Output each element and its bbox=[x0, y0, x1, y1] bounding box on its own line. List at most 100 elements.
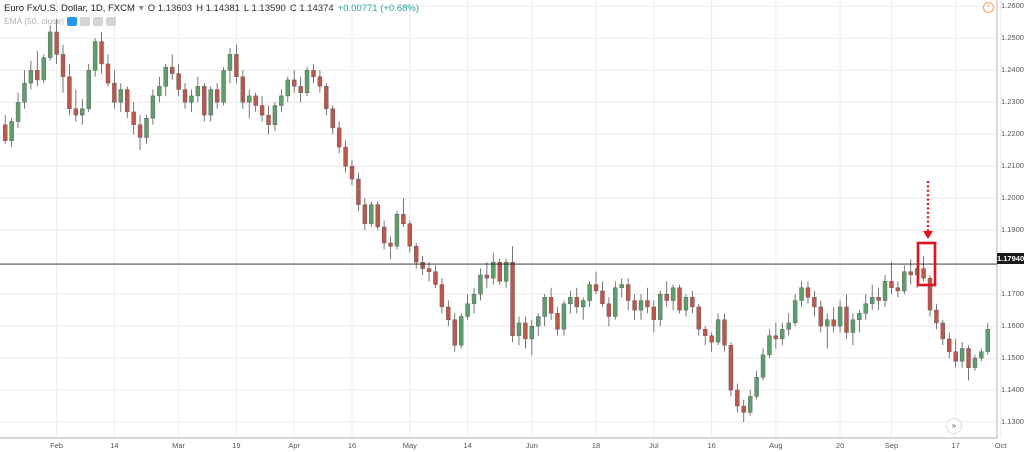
candle-down bbox=[895, 287, 901, 292]
candle-down bbox=[510, 261, 515, 336]
price-tick-label: 1.19000 bbox=[1001, 225, 1024, 235]
candle-up bbox=[163, 66, 168, 87]
candle-down bbox=[73, 108, 79, 116]
candle-up bbox=[15, 102, 21, 122]
current-price-tag: 1.17940 bbox=[997, 253, 1024, 264]
eye-icon[interactable] bbox=[67, 16, 77, 26]
candle-down bbox=[728, 345, 734, 391]
time-tick-label: 17 bbox=[951, 441, 960, 450]
candle-up bbox=[227, 54, 233, 71]
candle-down bbox=[593, 284, 599, 292]
candle-down bbox=[240, 76, 246, 103]
candle-up bbox=[902, 271, 907, 292]
candle-down bbox=[709, 335, 714, 343]
candle-up bbox=[221, 70, 226, 103]
candle-down bbox=[407, 223, 412, 247]
ohlc-close: C 1.14374 bbox=[289, 3, 334, 14]
candle-up bbox=[92, 41, 98, 71]
candle-down bbox=[625, 284, 631, 301]
candle-up bbox=[613, 287, 618, 317]
candle-up bbox=[9, 121, 14, 141]
candle-up bbox=[670, 287, 676, 301]
candle-down bbox=[105, 63, 111, 84]
candle-down bbox=[60, 54, 66, 77]
chart-grid bbox=[0, 0, 1002, 438]
ohlc-open: O 1.13603 bbox=[147, 3, 193, 14]
settings-icon[interactable] bbox=[80, 16, 90, 26]
candle-down bbox=[343, 146, 348, 167]
candle-down bbox=[953, 351, 958, 362]
candle-down bbox=[651, 306, 657, 320]
candle-up bbox=[272, 105, 278, 125]
time-tick-label: 16 bbox=[347, 441, 357, 450]
candle-up bbox=[503, 261, 509, 282]
candle-up bbox=[786, 322, 791, 330]
candle-up bbox=[581, 300, 586, 308]
price-tick-label: 1.16000 bbox=[1001, 321, 1024, 331]
candle-up bbox=[369, 204, 374, 224]
candle-down bbox=[202, 86, 207, 116]
ohlc-low: L 1.13590 bbox=[243, 3, 286, 14]
candle-up bbox=[118, 89, 123, 103]
highlight-box bbox=[916, 241, 937, 287]
candle-up bbox=[491, 261, 496, 279]
candle-up bbox=[195, 86, 201, 97]
chevron-down-icon[interactable]: ▾ bbox=[138, 3, 144, 14]
candle-down bbox=[600, 290, 605, 304]
candle-up bbox=[47, 31, 53, 58]
time-tick-label: May bbox=[402, 441, 417, 450]
candle-down bbox=[805, 287, 811, 298]
candle-down bbox=[934, 309, 939, 324]
price-tick-label: 1.25000 bbox=[1001, 33, 1024, 43]
candle-down bbox=[703, 329, 708, 336]
candle-up bbox=[959, 348, 965, 362]
candle-down bbox=[574, 297, 579, 308]
candle-down bbox=[317, 76, 323, 87]
candle-down bbox=[324, 86, 329, 109]
candle-down bbox=[735, 389, 740, 407]
candle-up bbox=[882, 281, 888, 301]
candle-up bbox=[529, 325, 535, 340]
candle-down bbox=[555, 313, 560, 330]
indicator-legend[interactable]: EMA (50, close) bbox=[4, 16, 116, 26]
candle-up bbox=[285, 79, 290, 97]
candle-down bbox=[889, 281, 894, 288]
candle-down bbox=[375, 204, 380, 228]
candle-down bbox=[426, 268, 432, 272]
candle-up bbox=[86, 70, 91, 109]
candle-up bbox=[850, 319, 856, 333]
candle-down bbox=[67, 76, 72, 109]
candle-down bbox=[234, 54, 239, 77]
candle-up bbox=[568, 297, 573, 304]
time-tick-label: 14 bbox=[110, 441, 119, 450]
candle-down bbox=[606, 303, 612, 317]
candle-up bbox=[715, 319, 721, 343]
symbol-title[interactable]: Euro Fx/U.S. Dollar, 1D, FXCM bbox=[4, 3, 135, 14]
clock-icon[interactable]: ! bbox=[983, 2, 994, 13]
candle-down bbox=[773, 335, 779, 340]
candle-down bbox=[35, 70, 40, 81]
candle-up bbox=[536, 316, 541, 327]
candle-down bbox=[336, 127, 342, 148]
close-icon[interactable] bbox=[93, 16, 103, 26]
candle-up bbox=[157, 86, 162, 97]
candle-down bbox=[214, 89, 220, 103]
candle-up bbox=[478, 274, 483, 295]
double-chevron-right-icon[interactable]: » bbox=[946, 418, 962, 434]
candle-down bbox=[446, 306, 451, 320]
candle-down bbox=[176, 73, 181, 90]
candle-down bbox=[818, 306, 824, 327]
candle-down bbox=[927, 277, 933, 311]
candle-up bbox=[985, 329, 990, 352]
candle-up bbox=[767, 335, 772, 356]
more-icon[interactable] bbox=[106, 16, 116, 26]
indicator-label: EMA (50, close) bbox=[4, 16, 64, 26]
time-tick-label: Jul bbox=[649, 441, 659, 450]
candle-down bbox=[112, 82, 117, 103]
candle-down bbox=[414, 245, 419, 263]
candle-down bbox=[401, 214, 406, 224]
candle-down bbox=[940, 322, 946, 340]
candle-up bbox=[747, 396, 753, 413]
time-tick-label: 16 bbox=[707, 441, 716, 450]
